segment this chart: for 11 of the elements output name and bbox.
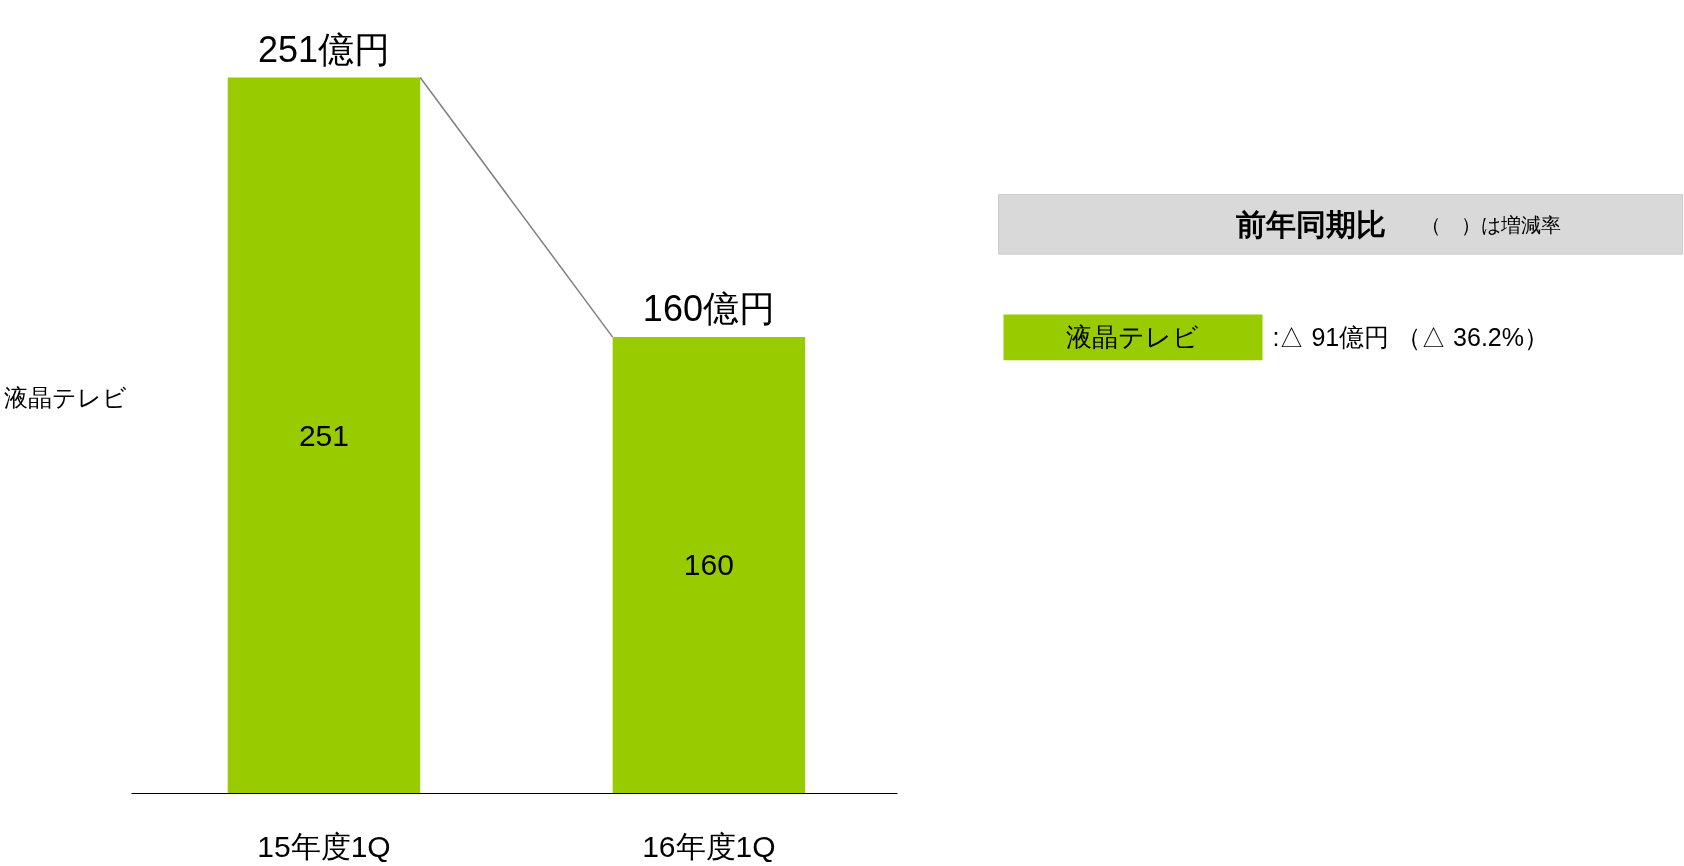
data-label: 251 [298,418,349,452]
total-label: 160億円 [642,288,775,330]
total-label: 251億円 [257,28,391,70]
text: （ ）は増減率 [1420,213,1561,236]
y-axis-title: 液晶テレビ [3,383,127,411]
text: 液晶テレビ [1066,322,1199,353]
x-tick-label: 15年度1Q [257,829,391,863]
data-label: 160 [683,548,734,582]
text: :△ 91億円 （△ 36.2%） [1272,323,1549,352]
text: 前年同期比 [1235,208,1386,242]
x-tick-label: 16年度1Q [642,829,776,863]
